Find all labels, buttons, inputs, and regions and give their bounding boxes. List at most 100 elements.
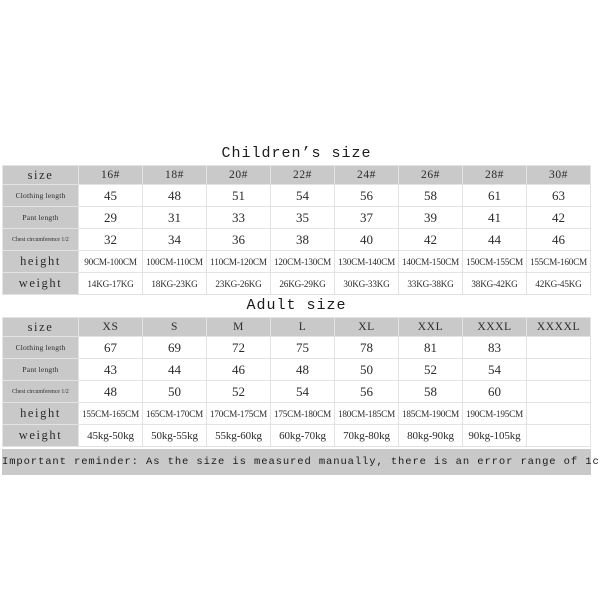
column-header-size-0: 16#: [78, 165, 143, 185]
cell-weight-2: 23KG-26KG: [206, 272, 271, 295]
cell-height-1: 100CM-110CM: [142, 250, 207, 273]
table-row: height 155CM-165CM 165CM-170CM 170CM-175…: [2, 402, 591, 425]
cell-weight-3: 26KG-29KG: [270, 272, 335, 295]
row-label-height: height: [2, 402, 79, 425]
children-size-title: Children’s size: [2, 143, 591, 165]
cell-pant-length-1: 31: [142, 206, 207, 229]
cell-clothing-length-2: 72: [206, 336, 271, 359]
cell-chest-7: [526, 380, 591, 403]
cell-height-0: 155CM-165CM: [78, 402, 143, 425]
cell-chest-1: 34: [142, 228, 207, 251]
row-label-chest-circumference: Chest circumference 1/2: [2, 380, 79, 403]
column-header-size-4: 24#: [334, 165, 399, 185]
cell-clothing-length-4: 56: [334, 184, 399, 207]
cell-height-2: 110CM-120CM: [206, 250, 271, 273]
cell-pant-length-7: 42: [526, 206, 591, 229]
cell-weight-1: 18KG-23KG: [142, 272, 207, 295]
column-header-size-1: 18#: [142, 165, 207, 185]
row-label-weight: weight: [2, 272, 79, 295]
cell-pant-length-4: 37: [334, 206, 399, 229]
cell-height-2: 170CM-175CM: [206, 402, 271, 425]
cell-chest-4: 56: [334, 380, 399, 403]
cell-clothing-length-1: 69: [142, 336, 207, 359]
cell-pant-length-5: 52: [398, 358, 463, 381]
cell-clothing-length-7: [526, 336, 591, 359]
cell-pant-length-5: 39: [398, 206, 463, 229]
row-label-size: size: [2, 165, 79, 185]
cell-chest-6: 44: [462, 228, 527, 251]
cell-height-7: [526, 402, 591, 425]
column-header-size-1: S: [142, 317, 207, 337]
cell-chest-2: 36: [206, 228, 271, 251]
cell-chest-3: 54: [270, 380, 335, 403]
column-header-size-6: 28#: [462, 165, 527, 185]
cell-height-3: 120CM-130CM: [270, 250, 335, 273]
cell-chest-1: 50: [142, 380, 207, 403]
column-header-size-3: 22#: [270, 165, 335, 185]
cell-clothing-length-2: 51: [206, 184, 271, 207]
cell-pant-length-0: 43: [78, 358, 143, 381]
cell-chest-0: 32: [78, 228, 143, 251]
cell-clothing-length-4: 78: [334, 336, 399, 359]
cell-height-5: 185CM-190CM: [398, 402, 463, 425]
column-header-size-3: L: [270, 317, 335, 337]
row-label-clothing-length: Clothing length: [2, 336, 79, 359]
cell-weight-4: 70kg-80kg: [334, 424, 399, 447]
cell-pant-length-7: [526, 358, 591, 381]
cell-weight-7: [526, 424, 591, 447]
cell-clothing-length-3: 75: [270, 336, 335, 359]
children-size-table: size 16# 18# 20# 22# 24# 26# 28# 30# Clo…: [2, 165, 591, 295]
cell-weight-0: 14KG-17KG: [78, 272, 143, 295]
cell-weight-2: 55kg-60kg: [206, 424, 271, 447]
column-header-size-0: XS: [78, 317, 143, 337]
cell-chest-4: 40: [334, 228, 399, 251]
cell-clothing-length-0: 67: [78, 336, 143, 359]
table-row: weight 45kg-50kg 50kg-55kg 55kg-60kg 60k…: [2, 424, 591, 447]
cell-clothing-length-6: 61: [462, 184, 527, 207]
cell-height-6: 150CM-155CM: [462, 250, 527, 273]
cell-chest-5: 58: [398, 380, 463, 403]
cell-pant-length-3: 48: [270, 358, 335, 381]
cell-pant-length-2: 33: [206, 206, 271, 229]
cell-weight-6: 38KG-42KG: [462, 272, 527, 295]
cell-height-4: 130CM-140CM: [334, 250, 399, 273]
row-label-height: height: [2, 250, 79, 273]
table-row: Chest circumference 1/2 48 50 52 54 56 5…: [2, 380, 591, 403]
cell-weight-5: 80kg-90kg: [398, 424, 463, 447]
column-header-size-5: XXL: [398, 317, 463, 337]
table-row: weight 14KG-17KG 18KG-23KG 23KG-26KG 26K…: [2, 272, 591, 295]
cell-height-6: 190CM-195CM: [462, 402, 527, 425]
cell-clothing-length-1: 48: [142, 184, 207, 207]
column-header-size-5: 26#: [398, 165, 463, 185]
cell-clothing-length-6: 83: [462, 336, 527, 359]
cell-height-4: 180CM-185CM: [334, 402, 399, 425]
row-label-clothing-length: Clothing length: [2, 184, 79, 207]
column-header-size-4: XL: [334, 317, 399, 337]
column-header-size-7: XXXXL: [526, 317, 591, 337]
cell-clothing-length-3: 54: [270, 184, 335, 207]
cell-weight-5: 33KG-38KG: [398, 272, 463, 295]
cell-height-7: 155CM-160CM: [526, 250, 591, 273]
column-header-size-2: 20#: [206, 165, 271, 185]
cell-weight-6: 90kg-105kg: [462, 424, 527, 447]
column-header-size-6: XXXL: [462, 317, 527, 337]
cell-pant-length-3: 35: [270, 206, 335, 229]
cell-chest-3: 38: [270, 228, 335, 251]
cell-pant-length-6: 41: [462, 206, 527, 229]
cell-weight-1: 50kg-55kg: [142, 424, 207, 447]
table-row-header: size 16# 18# 20# 22# 24# 26# 28# 30#: [2, 165, 591, 185]
table-row: Pant length 43 44 46 48 50 52 54: [2, 358, 591, 381]
cell-chest-7: 46: [526, 228, 591, 251]
cell-chest-5: 42: [398, 228, 463, 251]
column-header-size-2: M: [206, 317, 271, 337]
row-label-chest-circumference: Chest circumference 1/2: [2, 228, 79, 251]
cell-clothing-length-5: 81: [398, 336, 463, 359]
cell-clothing-length-7: 63: [526, 184, 591, 207]
size-chart-content: Children’s size size 16# 18# 20# 22# 24#…: [2, 143, 600, 475]
cell-chest-6: 60: [462, 380, 527, 403]
cell-pant-length-6: 54: [462, 358, 527, 381]
adult-size-table: size XS S M L XL XXL XXXL XXXXL Clothing…: [2, 317, 591, 447]
cell-height-5: 140CM-150CM: [398, 250, 463, 273]
cell-clothing-length-0: 45: [78, 184, 143, 207]
